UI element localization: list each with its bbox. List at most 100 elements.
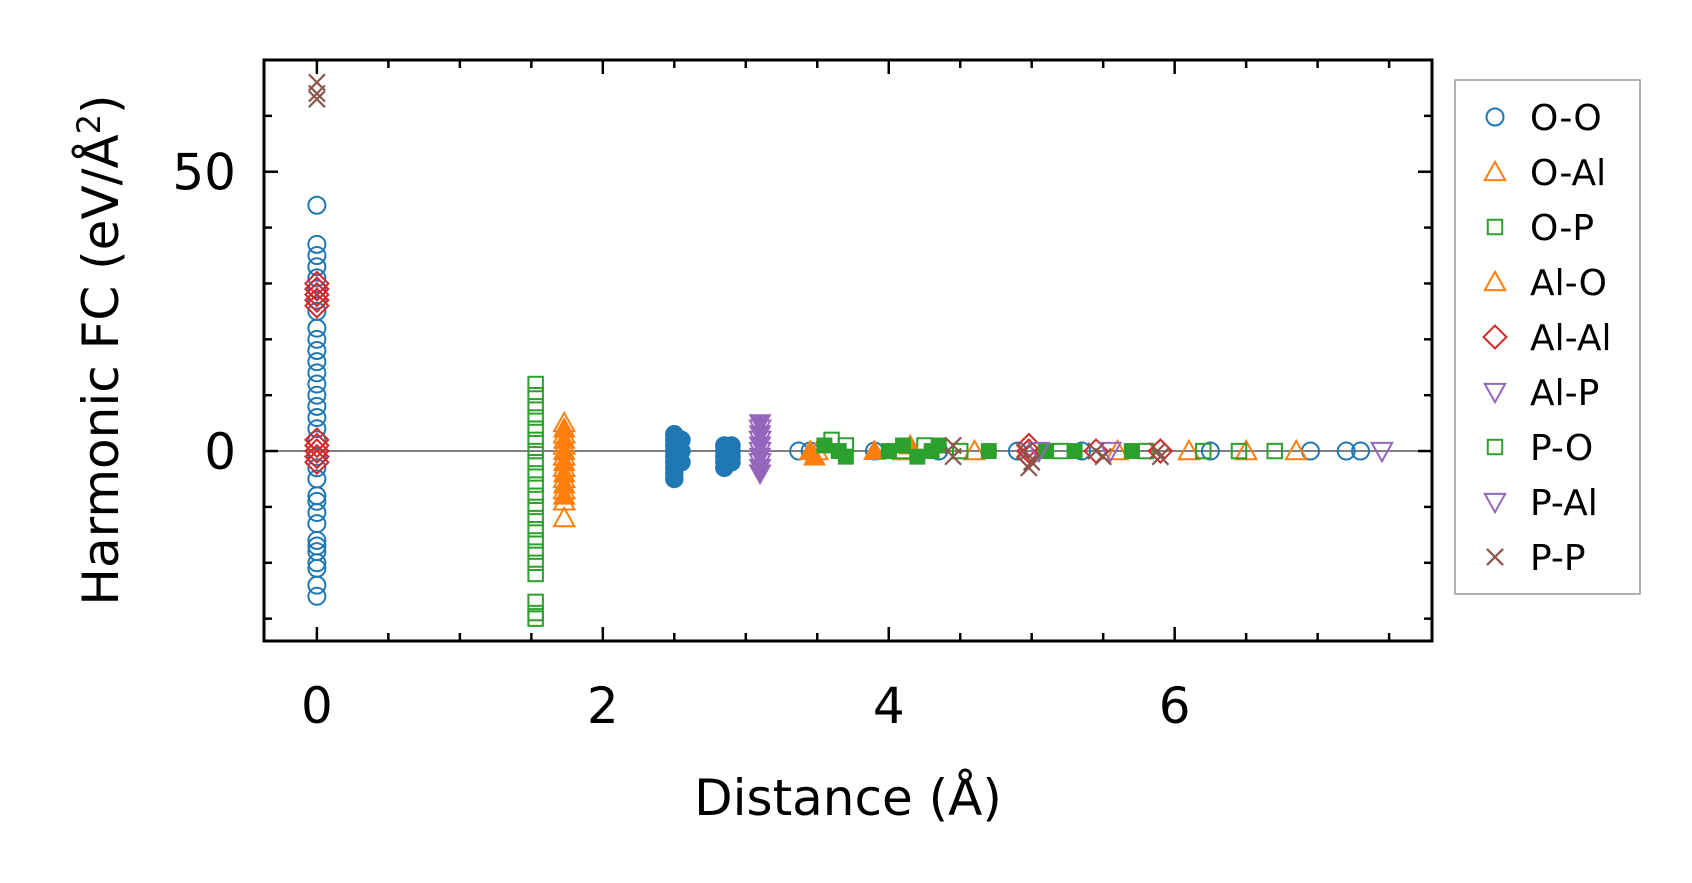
legend-label: O-Al bbox=[1530, 153, 1606, 194]
data-point bbox=[527, 498, 544, 516]
series-o-o-filled bbox=[665, 425, 741, 489]
data-point bbox=[304, 287, 330, 314]
data-point bbox=[527, 554, 544, 572]
legend-marker bbox=[1483, 492, 1507, 515]
x-tick-label: 6 bbox=[1159, 677, 1191, 735]
data-point bbox=[895, 437, 912, 454]
data-point bbox=[672, 452, 691, 472]
data-point bbox=[952, 442, 969, 460]
legend-item: Al-P bbox=[1483, 373, 1599, 414]
data-point bbox=[307, 514, 327, 534]
data-point bbox=[748, 441, 772, 464]
data-point bbox=[307, 374, 327, 394]
data-point bbox=[527, 521, 544, 538]
legend-item: P-O bbox=[1486, 428, 1593, 469]
data-point bbox=[307, 268, 327, 288]
legend-marker bbox=[1486, 218, 1504, 236]
data-point bbox=[552, 505, 577, 528]
data-point bbox=[1195, 442, 1212, 460]
y-tick-label: 50 bbox=[172, 144, 236, 202]
data-point bbox=[980, 443, 997, 460]
data-point bbox=[1370, 441, 1394, 464]
data-point bbox=[1336, 441, 1356, 461]
data-point bbox=[1351, 441, 1371, 461]
data-point bbox=[944, 447, 962, 466]
data-point bbox=[307, 553, 327, 573]
series-o-o-open bbox=[307, 195, 1371, 606]
data-point bbox=[307, 234, 327, 254]
series-al-o-filled bbox=[552, 416, 922, 505]
data-point bbox=[307, 491, 327, 511]
data-point bbox=[307, 586, 327, 606]
data-point bbox=[1266, 442, 1283, 460]
data-point bbox=[527, 409, 544, 426]
data-point bbox=[1200, 441, 1220, 461]
data-point bbox=[816, 437, 833, 454]
data-point bbox=[748, 453, 772, 475]
x-tick-label: 0 bbox=[301, 677, 333, 735]
data-point bbox=[307, 385, 327, 405]
data-point bbox=[527, 420, 544, 437]
data-point bbox=[880, 443, 897, 460]
data-point bbox=[527, 604, 544, 622]
legend-marker bbox=[1483, 269, 1507, 292]
data-point bbox=[304, 281, 330, 308]
data-point bbox=[527, 442, 544, 460]
data-point bbox=[308, 90, 326, 108]
data-point bbox=[307, 503, 327, 523]
legend-label: P-Al bbox=[1530, 483, 1598, 524]
series-p-p-open bbox=[308, 73, 1170, 477]
legend-marker bbox=[1486, 438, 1504, 456]
data-point bbox=[527, 532, 544, 549]
data-point bbox=[748, 419, 772, 441]
data-point bbox=[307, 290, 327, 310]
data-point bbox=[1105, 438, 1130, 461]
data-point bbox=[527, 610, 544, 627]
data-point bbox=[527, 565, 544, 583]
x-axis-label: Distance (Å) bbox=[694, 769, 1002, 827]
data-point bbox=[1015, 432, 1042, 459]
data-point bbox=[307, 352, 327, 372]
data-point bbox=[307, 318, 327, 338]
data-point bbox=[930, 437, 947, 454]
legend-marker bbox=[1483, 382, 1507, 405]
data-point bbox=[748, 430, 772, 453]
legend-item: Al-Al bbox=[1482, 318, 1611, 359]
data-point bbox=[1094, 447, 1113, 466]
data-point bbox=[962, 438, 987, 461]
data-point bbox=[527, 465, 544, 482]
data-point bbox=[527, 386, 544, 404]
data-point bbox=[1019, 458, 1038, 477]
data-point bbox=[1026, 441, 1051, 464]
data-point bbox=[1284, 438, 1309, 461]
legend-item: P-Al bbox=[1483, 483, 1598, 524]
data-point bbox=[1066, 443, 1083, 460]
legend-item: Al-O bbox=[1483, 263, 1607, 304]
data-point bbox=[527, 543, 544, 560]
data-point bbox=[1015, 442, 1034, 460]
data-point bbox=[307, 419, 327, 439]
data-point bbox=[304, 432, 330, 459]
data-point bbox=[527, 476, 544, 493]
data-point bbox=[307, 246, 327, 266]
data-point bbox=[665, 469, 684, 489]
data-point bbox=[527, 593, 544, 611]
data-point bbox=[307, 257, 327, 277]
data-point bbox=[527, 454, 544, 471]
data-point bbox=[1177, 438, 1201, 461]
data-point bbox=[1087, 442, 1105, 460]
data-point bbox=[308, 84, 326, 103]
data-point bbox=[527, 509, 544, 527]
data-point bbox=[307, 458, 327, 478]
data-point bbox=[1022, 453, 1041, 472]
data-point bbox=[527, 431, 544, 449]
data-point bbox=[304, 292, 330, 319]
y-axis: 0 50 bbox=[172, 114, 1432, 620]
plot-frame bbox=[262, 58, 1434, 643]
y-axis-label: Harmonic FC (eV/Å2) bbox=[70, 94, 130, 605]
legend-label: Al-P bbox=[1530, 373, 1599, 414]
data-point bbox=[307, 530, 327, 550]
data-point bbox=[304, 438, 330, 464]
data-point bbox=[837, 448, 854, 465]
